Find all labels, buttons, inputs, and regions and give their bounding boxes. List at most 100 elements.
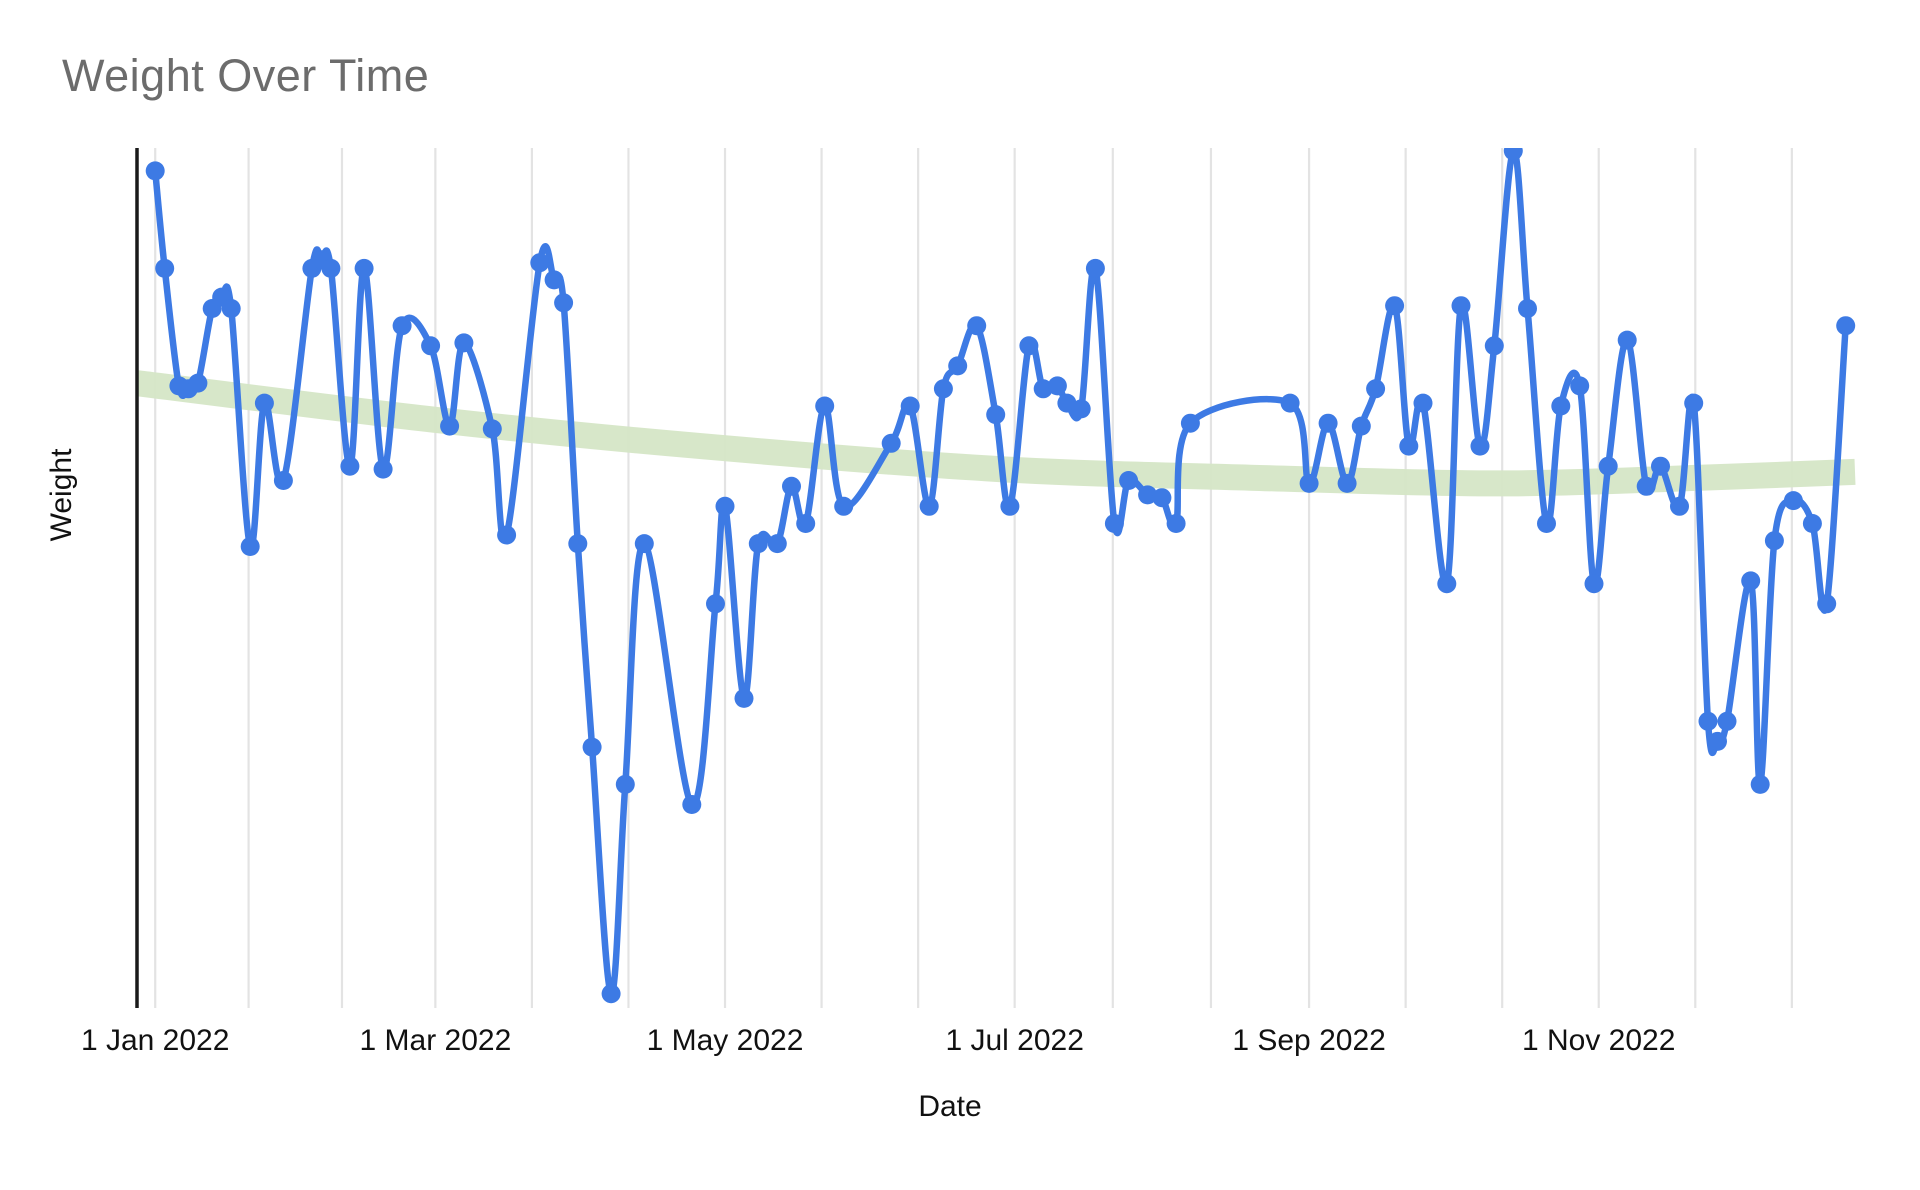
data-point-marker — [1503, 148, 1523, 161]
data-point-marker — [155, 258, 175, 278]
data-point-marker — [615, 774, 635, 794]
data-point-marker — [482, 419, 502, 439]
data-point-marker — [967, 316, 987, 336]
data-point-marker — [240, 537, 260, 556]
data-point-marker — [933, 379, 953, 399]
data-point-marker — [254, 393, 274, 413]
data-point-marker — [986, 405, 1006, 425]
data-point-marker — [582, 737, 602, 757]
data-point-marker — [1351, 416, 1371, 436]
data-point-marker — [634, 534, 654, 554]
data-point-marker — [354, 258, 374, 278]
data-point-marker — [392, 316, 412, 336]
x-tick-label: 1 Sep 2022 — [1232, 1024, 1385, 1057]
data-point-marker — [1764, 531, 1784, 551]
y-axis-title: Weight — [45, 448, 78, 542]
x-tick-label: 1 Jan 2022 — [81, 1024, 229, 1057]
x-axis-tick-labels: 1 Jan 2022 1 Mar 2022 1 May 2022 1 Jul 2022… — [81, 1024, 1675, 1057]
data-point-marker — [1437, 574, 1457, 594]
data-point-marker — [1537, 514, 1556, 533]
data-point-marker — [601, 984, 621, 1004]
data-point-marker — [1836, 316, 1856, 336]
data-point-marker — [748, 534, 768, 554]
data-point-marker — [900, 396, 920, 416]
data-point-marker — [1399, 436, 1419, 456]
data-point-marker — [1385, 296, 1405, 316]
data-point-marker — [1684, 393, 1704, 413]
data-point-marker — [1119, 471, 1139, 490]
data-point-marker — [1366, 379, 1386, 399]
data-point-marker — [1280, 393, 1300, 413]
data-point-marker — [782, 476, 801, 496]
data-point-marker — [1651, 456, 1670, 476]
data-point-marker — [1636, 476, 1656, 496]
data-point-marker — [796, 514, 816, 533]
data-point-marker — [1698, 711, 1718, 731]
data-point-marker — [1085, 258, 1105, 278]
data-point-marker — [530, 253, 550, 273]
data-point-marker — [1104, 514, 1124, 533]
data-point-marker — [834, 496, 854, 516]
data-point-marker — [1750, 774, 1770, 794]
data-point-marker — [1584, 574, 1604, 594]
data-point-marker — [421, 336, 441, 356]
data-point-marker — [1318, 413, 1338, 433]
data-point-marker — [1670, 496, 1689, 516]
data-point-marker — [706, 594, 725, 614]
data-point-marker — [1019, 336, 1039, 356]
data-point-marker — [544, 270, 564, 290]
data-point-marker — [1470, 436, 1490, 456]
data-point-marker — [1057, 393, 1077, 413]
data-point-marker — [881, 433, 901, 453]
data-point-marker — [340, 456, 360, 476]
data-point-marker — [1180, 413, 1200, 433]
data-point-marker — [454, 333, 474, 353]
data-point-marker — [1000, 496, 1020, 516]
x-tick-label: 1 May 2022 — [647, 1024, 804, 1057]
data-point-marker — [1299, 473, 1319, 493]
data-point-marker — [1570, 376, 1590, 396]
data-point-marker — [273, 471, 293, 490]
data-point-marker — [1518, 299, 1537, 318]
data-point-marker — [1802, 514, 1822, 533]
chart-title: Weight Over Time — [62, 50, 430, 101]
data-point-marker — [1551, 396, 1571, 416]
data-point-marker — [1817, 594, 1837, 614]
x-tick-label: 1 Mar 2022 — [360, 1024, 512, 1057]
data-point-marker — [1598, 456, 1618, 476]
data-point-marker — [568, 534, 588, 554]
data-point-marker — [715, 496, 735, 516]
x-tick-label: 1 Jul 2022 — [945, 1024, 1083, 1057]
weight-series-line — [151, 148, 1849, 997]
data-point-marker — [919, 496, 939, 516]
data-point-marker — [1071, 399, 1091, 419]
data-point-marker — [1166, 514, 1186, 533]
data-point-marker — [1741, 571, 1761, 591]
data-point-marker — [948, 356, 968, 376]
data-point-marker — [221, 299, 241, 318]
data-point-marker — [1152, 488, 1172, 508]
data-point-markers — [145, 148, 1856, 1004]
data-point-marker — [682, 795, 702, 814]
data-point-marker — [145, 161, 165, 181]
data-point-marker — [767, 534, 787, 554]
data-point-marker — [1708, 731, 1727, 751]
data-point-marker — [373, 459, 393, 479]
data-point-marker — [734, 688, 754, 708]
x-axis-title: Date — [918, 1090, 982, 1123]
data-point-marker — [1033, 379, 1053, 399]
gridlines — [154, 148, 1793, 1008]
data-point-marker — [815, 396, 835, 416]
data-point-marker — [1337, 473, 1357, 493]
data-point-marker — [321, 258, 341, 278]
data-point-marker — [1138, 485, 1158, 505]
data-point-marker — [1617, 330, 1637, 350]
data-point-marker — [497, 525, 517, 545]
data-point-marker — [554, 293, 574, 313]
data-point-marker — [1413, 393, 1433, 413]
data-point-marker — [1047, 376, 1067, 396]
data-point-marker — [1451, 296, 1471, 316]
data-point-marker — [1783, 491, 1803, 511]
